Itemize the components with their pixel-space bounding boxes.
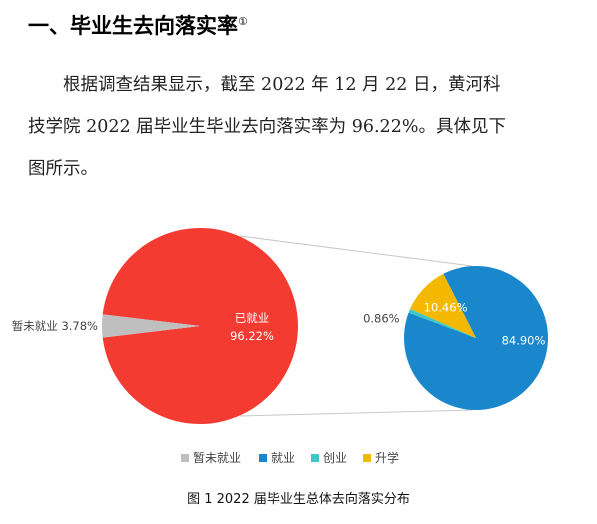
label-unemployed: 暂未就业 3.78% — [12, 319, 98, 333]
legend-label-2: 创业 — [323, 451, 347, 465]
label-employed-value: 96.22% — [230, 329, 274, 343]
legend-label-3: 升学 — [375, 450, 399, 465]
legend-swatch-2 — [311, 454, 319, 462]
data-labels: 已就业 96.22% 暂未就业 3.78% 84.90% 10.46% 0.86% — [12, 300, 546, 347]
legend-label-0: 暂未就业 — [193, 451, 241, 465]
footnote-mark: ① — [238, 15, 248, 28]
paragraph-line-2: 技学院 2022 届毕业生毕业去向落实率为 96.22%。具体见下 — [28, 117, 506, 137]
figure-caption: 图 1 2022 届毕业生总体去向落实分布 — [187, 492, 410, 507]
label-employed-name: 已就业 — [235, 311, 270, 325]
legend-swatch-1 — [259, 454, 267, 462]
main-pie — [102, 227, 299, 424]
chart-legend: 暂未就业 就业 创业 升学 — [181, 450, 399, 465]
section-heading: 一、毕业生去向落实率① — [28, 10, 248, 40]
legend-swatch-3 — [363, 454, 371, 462]
label-employment-value: 84.90% — [502, 333, 546, 347]
sub-pie-slice-employment — [404, 266, 548, 410]
section-heading-text: 一、毕业生去向落实率 — [28, 14, 238, 38]
main-pie-slice-unemployed — [102, 314, 200, 338]
connector-line-top — [239, 235, 473, 267]
legend-swatch-0 — [181, 454, 189, 462]
sub-pie-slice-entrepreneurship — [408, 308, 476, 338]
main-pie-slice-employed — [102, 227, 299, 424]
sub-pie — [404, 266, 548, 410]
label-further-study-value: 10.46% — [424, 300, 468, 314]
pie-of-pie-chart: 已就业 96.22% 暂未就业 3.78% 84.90% 10.46% 0.86% 暂未就… — [12, 227, 548, 465]
connector-lines — [239, 235, 473, 417]
paragraph-line-1: 根据调查结果显示，截至 2022 年 12 月 22 日，黄河科 — [63, 75, 501, 95]
paragraph-line-3: 图所示。 — [28, 159, 98, 179]
label-entrepreneurship-value: 0.86% — [363, 312, 400, 326]
legend-label-1: 就业 — [271, 451, 295, 465]
connector-line-bottom — [239, 409, 473, 417]
summary-paragraph: 根据调查结果显示，截至 2022 年 12 月 22 日，黄河科 技学院 202… — [28, 64, 584, 190]
sub-pie-slice-further-study — [410, 273, 476, 338]
